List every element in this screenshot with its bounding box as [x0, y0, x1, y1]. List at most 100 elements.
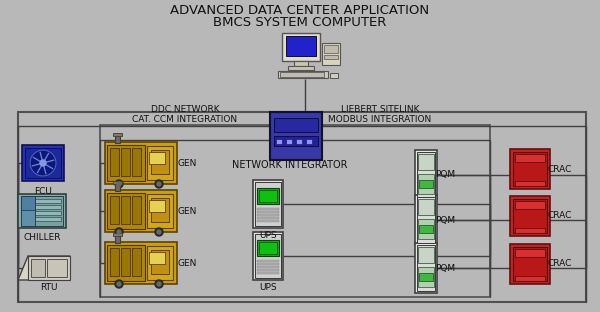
Text: UPS: UPS: [259, 232, 277, 241]
Bar: [151, 198, 169, 222]
Bar: [18, 112, 586, 302]
Bar: [515, 276, 545, 281]
Bar: [415, 150, 437, 200]
Bar: [151, 250, 169, 274]
Text: GEN: GEN: [178, 207, 197, 216]
Bar: [257, 214, 279, 216]
Bar: [274, 136, 318, 146]
Bar: [21, 196, 63, 226]
Polygon shape: [18, 256, 70, 280]
Circle shape: [115, 280, 123, 288]
Bar: [257, 260, 279, 262]
Bar: [21, 196, 35, 226]
Circle shape: [115, 228, 123, 236]
Bar: [110, 196, 119, 224]
Text: CAT. CCM INTEGRATION: CAT. CCM INTEGRATION: [133, 115, 238, 124]
Bar: [515, 181, 545, 186]
Text: GEN: GEN: [178, 158, 197, 168]
Bar: [257, 272, 279, 274]
Bar: [419, 225, 433, 233]
Bar: [280, 72, 324, 77]
Bar: [257, 220, 279, 222]
Bar: [147, 146, 173, 180]
Circle shape: [155, 280, 163, 288]
Circle shape: [117, 282, 121, 286]
Bar: [286, 36, 316, 56]
Text: CRAC: CRAC: [548, 260, 572, 269]
Bar: [418, 199, 434, 215]
Bar: [132, 248, 141, 276]
Bar: [270, 112, 322, 160]
Bar: [107, 245, 145, 281]
Text: CRAC: CRAC: [548, 164, 572, 173]
Bar: [21, 196, 35, 210]
Bar: [147, 194, 173, 228]
Circle shape: [155, 228, 163, 236]
Bar: [147, 246, 173, 280]
Bar: [415, 243, 437, 293]
Bar: [22, 145, 64, 181]
Bar: [121, 248, 130, 276]
Bar: [296, 139, 302, 144]
Text: BMCS SYSTEM COMPUTER: BMCS SYSTEM COMPUTER: [214, 16, 386, 28]
Bar: [418, 267, 434, 287]
Bar: [418, 247, 434, 263]
Bar: [278, 71, 328, 78]
Bar: [28, 256, 70, 280]
Text: PQM: PQM: [435, 216, 455, 225]
Bar: [417, 245, 435, 291]
Bar: [132, 148, 141, 176]
Text: PQM: PQM: [435, 170, 455, 179]
Circle shape: [117, 230, 121, 234]
Bar: [47, 259, 67, 277]
Bar: [510, 149, 550, 189]
Bar: [255, 234, 281, 278]
Bar: [110, 248, 119, 276]
Bar: [113, 133, 122, 136]
Bar: [23, 211, 61, 215]
Bar: [294, 61, 308, 66]
Bar: [23, 199, 61, 203]
Bar: [113, 233, 122, 236]
Text: RTU: RTU: [40, 284, 58, 293]
Bar: [418, 219, 434, 239]
Bar: [513, 199, 547, 233]
Circle shape: [157, 230, 161, 234]
Bar: [419, 273, 433, 281]
Bar: [18, 194, 66, 228]
Bar: [510, 196, 550, 236]
Bar: [115, 235, 120, 243]
Bar: [107, 145, 145, 181]
Bar: [515, 228, 545, 233]
Text: ADVANCED DATA CENTER APPLICATION: ADVANCED DATA CENTER APPLICATION: [170, 4, 430, 17]
Bar: [257, 240, 279, 256]
Bar: [282, 33, 320, 61]
Bar: [105, 190, 177, 232]
Bar: [513, 247, 547, 281]
Bar: [23, 205, 61, 209]
Bar: [149, 200, 165, 212]
Bar: [288, 66, 314, 70]
Text: UPS: UPS: [259, 284, 277, 293]
Bar: [257, 263, 279, 265]
Bar: [324, 45, 338, 53]
Text: PQM: PQM: [435, 264, 455, 272]
Bar: [417, 197, 435, 243]
Circle shape: [157, 282, 161, 286]
Bar: [31, 259, 45, 277]
Text: CHILLER: CHILLER: [23, 232, 61, 241]
Bar: [23, 217, 61, 221]
Bar: [110, 148, 119, 176]
Text: NETWORK INTEGRATOR: NETWORK INTEGRATOR: [232, 160, 348, 170]
Bar: [257, 266, 279, 268]
Text: DDC NETWORK: DDC NETWORK: [151, 105, 220, 114]
Circle shape: [30, 150, 56, 176]
Bar: [274, 118, 318, 132]
Bar: [253, 232, 283, 280]
Text: CRAC: CRAC: [548, 212, 572, 221]
Bar: [151, 150, 169, 174]
Bar: [419, 180, 433, 188]
Bar: [257, 188, 279, 204]
Text: GEN: GEN: [178, 259, 197, 267]
Bar: [255, 182, 281, 226]
